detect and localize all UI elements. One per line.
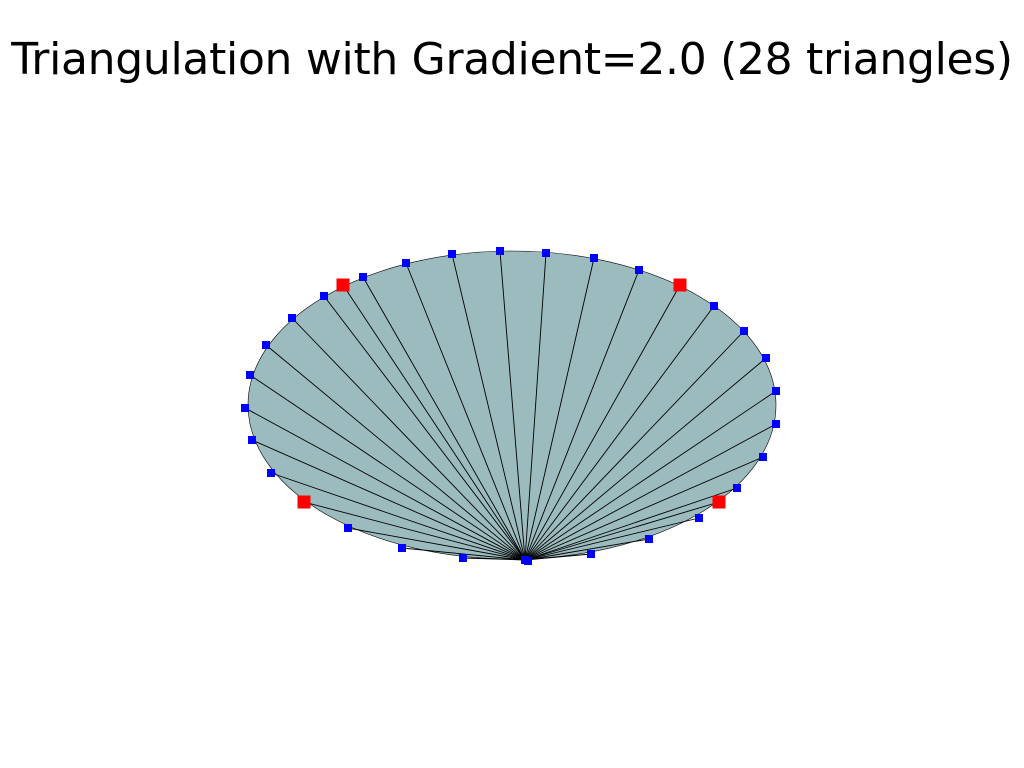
highlighted-point[interactable] (336, 278, 350, 292)
boundary-point[interactable] (267, 469, 275, 477)
boundary-point[interactable] (542, 249, 550, 257)
triangle-edge (249, 374, 526, 561)
highlighted-point[interactable] (673, 278, 687, 292)
triangle-edge (524, 517, 700, 561)
triangle-edge (524, 357, 767, 561)
boundary-point[interactable] (733, 484, 741, 492)
boundary-point[interactable] (590, 254, 598, 262)
boundary-point[interactable] (248, 436, 256, 444)
triangle-edge (303, 501, 526, 561)
boundary-point[interactable] (772, 387, 780, 395)
triangle-edge (524, 284, 681, 561)
triangle-edge (524, 423, 777, 561)
boundary-point[interactable] (496, 247, 504, 255)
triangle-edge (524, 501, 720, 561)
boundary-point[interactable] (695, 514, 703, 522)
boundary-point[interactable] (344, 524, 352, 532)
triangle-edge (405, 262, 526, 561)
boundary-point[interactable] (759, 453, 767, 461)
boundary-point[interactable] (645, 535, 653, 543)
boundary-point[interactable] (740, 327, 748, 335)
apex-point[interactable] (521, 556, 529, 564)
triangle-edge (499, 250, 526, 561)
triangle-edge (524, 390, 777, 561)
highlighted-point[interactable] (712, 495, 726, 509)
boundary-point[interactable] (398, 544, 406, 552)
boundary-point[interactable] (320, 292, 328, 300)
boundary-point[interactable] (402, 259, 410, 267)
triangle-edge (342, 284, 526, 561)
triangle-edge (524, 330, 745, 561)
boundary-point[interactable] (288, 314, 296, 322)
triangle-edge (251, 439, 526, 561)
boundary-point[interactable] (448, 250, 456, 258)
triangle-edge (362, 276, 526, 561)
triangle-edge (524, 305, 715, 561)
boundary-point[interactable] (710, 302, 718, 310)
boundary-point[interactable] (635, 266, 643, 274)
boundary-point[interactable] (241, 404, 249, 412)
boundary-point[interactable] (246, 371, 254, 379)
triangle-edge (524, 487, 738, 561)
boundary-point[interactable] (772, 420, 780, 428)
triangle-edges (244, 250, 777, 562)
triangle-edge (270, 472, 526, 561)
triangle-edge (524, 269, 640, 561)
triangle-edge (265, 344, 526, 561)
triangle-edge (451, 253, 526, 561)
boundary-point[interactable] (762, 354, 770, 362)
triangle-edge (524, 538, 650, 561)
plot-title: Triangulation with Gradient=2.0 (28 tria… (11, 34, 1013, 85)
triangle-edge (291, 317, 526, 561)
triangle-edge (524, 257, 595, 561)
boundary-point[interactable] (587, 550, 595, 558)
triangle-edge (347, 527, 526, 561)
highlighted-point[interactable] (297, 495, 311, 509)
triangle-edge (462, 557, 526, 561)
triangle-edge (524, 553, 592, 561)
boundary-point[interactable] (359, 273, 367, 281)
triangle-edge (323, 295, 526, 561)
boundary-point[interactable] (459, 554, 467, 562)
triangle-edge (244, 407, 526, 561)
triangle-edge (524, 252, 547, 561)
triangle-edge (524, 456, 764, 561)
boundary-point[interactable] (262, 341, 270, 349)
boundary-points (241, 247, 780, 565)
